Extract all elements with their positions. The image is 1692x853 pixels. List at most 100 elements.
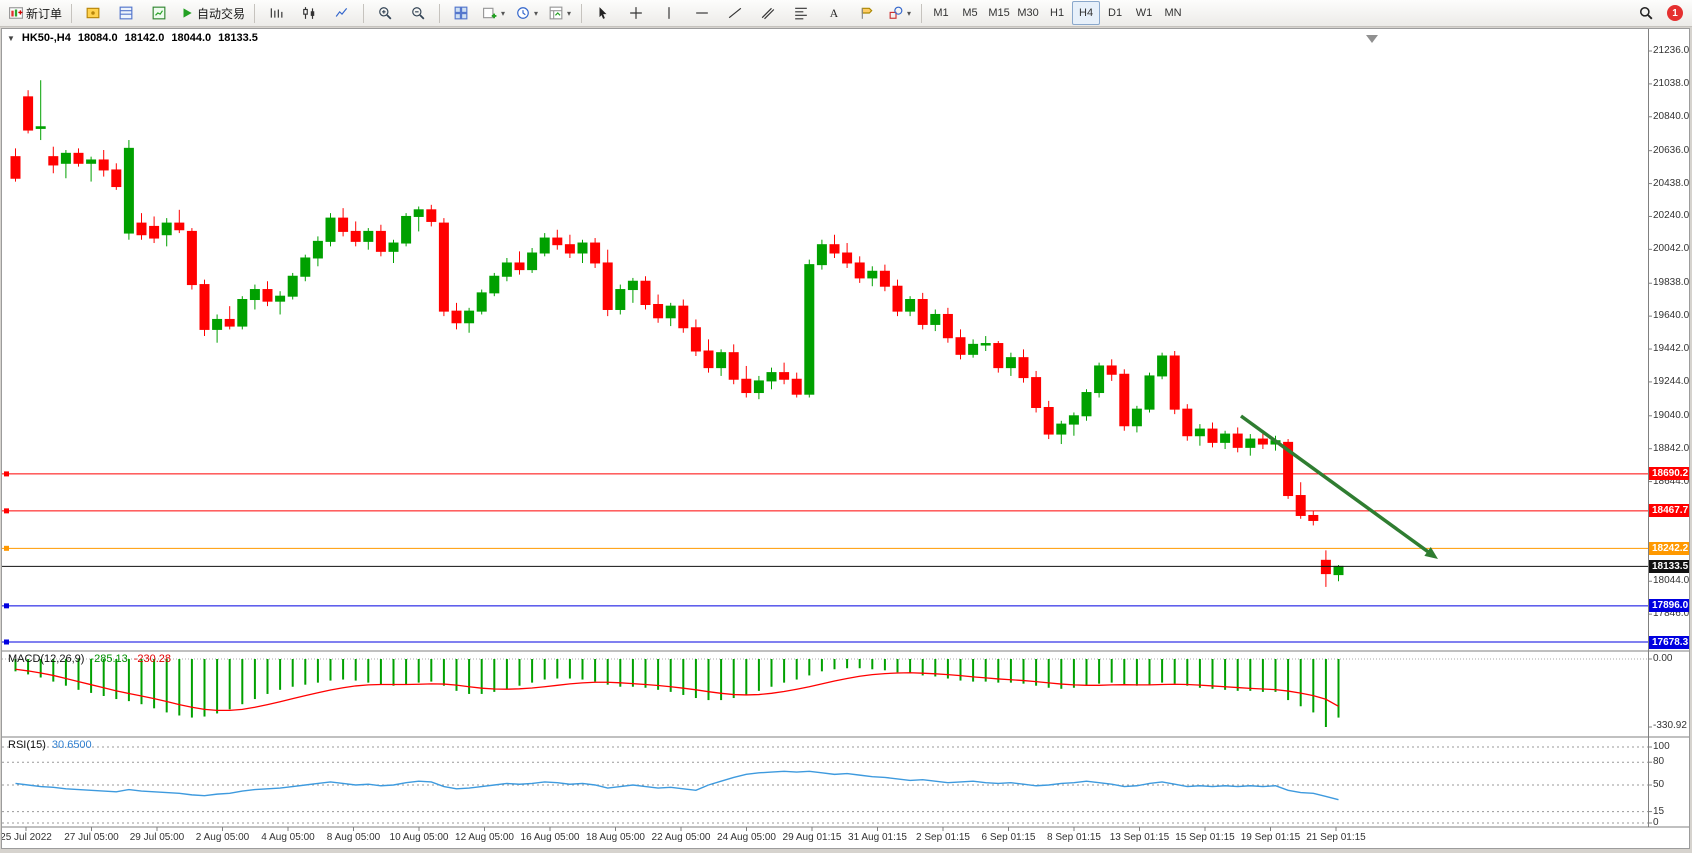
chart-symbol: HK50-,H4 bbox=[21, 32, 71, 44]
timeframe-mn[interactable]: MN bbox=[1164, 7, 1182, 19]
price-tick-label: 18644.0 bbox=[1653, 475, 1690, 487]
timeframe-m30[interactable]: M30 bbox=[1017, 7, 1039, 19]
autotrading-button-label: 自动交易 bbox=[197, 6, 246, 21]
rsi-value: 30.6500 bbox=[51, 739, 92, 751]
price-tick-label: 19040.0 bbox=[1653, 409, 1690, 421]
cursor-button[interactable] bbox=[587, 1, 619, 25]
rsi-level-label: 100 bbox=[1653, 741, 1670, 752]
shapes-button[interactable]: ▾ bbox=[884, 1, 916, 25]
price-tick-label: 19640.0 bbox=[1653, 310, 1690, 322]
arrow-label-button[interactable] bbox=[851, 1, 883, 25]
price-tick-label: 20840.0 bbox=[1653, 110, 1690, 122]
chart-canvas[interactable] bbox=[2, 29, 1689, 848]
hline-price-flag: 18242.2 bbox=[1649, 541, 1689, 555]
expert-advisors-button[interactable] bbox=[77, 1, 109, 25]
line-chart-button[interactable] bbox=[326, 1, 358, 25]
time-axis-label: 2 Aug 05:00 bbox=[195, 832, 250, 843]
trendline-icon bbox=[728, 7, 742, 19]
macd-axis-max-label: 0.00 bbox=[1653, 653, 1673, 664]
trendline-button[interactable] bbox=[719, 1, 751, 25]
template-icon bbox=[549, 6, 563, 20]
zoom-in-button[interactable] bbox=[369, 1, 401, 25]
time-axis-label: 6 Sep 01:15 bbox=[981, 832, 1036, 843]
data-window-button[interactable] bbox=[110, 1, 142, 25]
hline-18242.2[interactable] bbox=[2, 545, 1648, 551]
indicators-button[interactable]: ▾ bbox=[478, 1, 510, 25]
text-button[interactable]: A bbox=[818, 1, 850, 25]
timeframe-h1[interactable]: H1 bbox=[1050, 7, 1065, 19]
search-icon bbox=[1639, 6, 1653, 20]
hline-18690.2[interactable] bbox=[2, 471, 1648, 477]
zoom-out-button[interactable] bbox=[402, 1, 434, 25]
horizontal-line-button[interactable] bbox=[686, 1, 718, 25]
bar-chart-icon bbox=[270, 8, 283, 18]
hline-price-flag: 18690.2 bbox=[1649, 467, 1689, 481]
cursor-icon bbox=[599, 7, 607, 19]
tile-windows-button[interactable] bbox=[445, 1, 477, 25]
autotrading-icon bbox=[183, 8, 192, 18]
expert-icon bbox=[86, 7, 100, 19]
chevron-down-icon: ▾ bbox=[907, 8, 912, 18]
rsi-level-label: 80 bbox=[1653, 756, 1665, 768]
svg-text:A: A bbox=[830, 7, 839, 20]
chart-low: 18044.0 bbox=[171, 32, 212, 44]
macd-value-signal: -230.28 bbox=[133, 653, 172, 665]
autotrading-button[interactable]: 自动交易 bbox=[176, 1, 249, 25]
timeframe-d1[interactable]: D1 bbox=[1108, 7, 1123, 19]
fibonacci-button[interactable] bbox=[785, 1, 817, 25]
tester-icon bbox=[152, 6, 166, 20]
chart-close: 18133.5 bbox=[218, 32, 258, 44]
tile-icon bbox=[454, 6, 468, 20]
timeframe-m1[interactable]: M1 bbox=[933, 7, 949, 19]
macd-name: MACD(12,26,9) bbox=[8, 653, 85, 665]
candles bbox=[10, 80, 1344, 587]
chart-title-dropdown-icon[interactable]: ▼ bbox=[7, 33, 15, 43]
hline-18467.7[interactable] bbox=[2, 508, 1648, 514]
rsi-indicator bbox=[2, 746, 1648, 824]
bar-chart-button[interactable] bbox=[260, 1, 292, 25]
time-axis-label: 4 Aug 05:00 bbox=[261, 832, 315, 843]
equidistant-channel-button[interactable] bbox=[752, 1, 784, 25]
hline-icon bbox=[696, 12, 708, 14]
new-order-button[interactable]: 新订单 bbox=[5, 1, 66, 25]
price-tick-label: 20240.0 bbox=[1653, 210, 1690, 222]
toolbar-separator bbox=[581, 3, 583, 23]
text-icon: A bbox=[830, 7, 839, 20]
time-axis-label: 22 Aug 05:00 bbox=[651, 832, 711, 843]
crosshair-button[interactable] bbox=[620, 1, 652, 25]
periods-button[interactable]: ▾ bbox=[511, 1, 543, 25]
toolbar: 新订单 自动交易 ▾ ▾ ▾ A ▾ M1 M5 M15 M30 H1 H4 D1 W1 MN 1 bbox=[0, 0, 1692, 27]
candlestick-chart-button[interactable] bbox=[293, 1, 325, 25]
vertical-line-button[interactable] bbox=[653, 1, 685, 25]
price-tick-label: 17846.0 bbox=[1653, 608, 1690, 620]
timeframe-m15[interactable]: M15 bbox=[988, 7, 1010, 19]
strategy-tester-button[interactable] bbox=[143, 1, 175, 25]
timeframe-m5[interactable]: M5 bbox=[962, 7, 978, 19]
templates-button[interactable]: ▾ bbox=[544, 1, 576, 25]
chart-window[interactable]: ▼ HK50-,H4 18084.0 18142.0 18044.0 18133… bbox=[1, 28, 1690, 849]
time-axis-label: 8 Sep 01:15 bbox=[1047, 832, 1101, 843]
toolbar-separator bbox=[254, 3, 256, 23]
price-tick-label: 20636.0 bbox=[1653, 144, 1690, 156]
hline-17678.3[interactable] bbox=[2, 639, 1648, 645]
indicators-icon bbox=[483, 7, 497, 19]
hline-17896.0[interactable] bbox=[2, 603, 1648, 609]
trend-arrow[interactable] bbox=[1239, 414, 1438, 559]
rsi-level-label: 15 bbox=[1653, 805, 1665, 817]
crosshair-icon bbox=[630, 7, 642, 19]
time-axis-label: 27 Jul 05:00 bbox=[64, 832, 119, 843]
rsi-line bbox=[15, 770, 1339, 801]
search-button[interactable] bbox=[1630, 1, 1662, 25]
line-chart-icon bbox=[335, 7, 348, 17]
shapes-icon bbox=[889, 6, 903, 19]
time-axis-label: 18 Aug 05:00 bbox=[586, 832, 645, 843]
time-axis-label: 29 Aug 01:15 bbox=[782, 832, 842, 843]
label-icon bbox=[861, 7, 873, 19]
timeframe-w1[interactable]: W1 bbox=[1135, 7, 1153, 19]
time-axis-label: 19 Sep 01:15 bbox=[1240, 832, 1301, 843]
timeframe-h4[interactable]: H4 bbox=[1072, 1, 1101, 25]
notifications-badge[interactable]: 1 bbox=[1667, 5, 1683, 21]
hline-price-flag: 18467.7 bbox=[1649, 504, 1689, 518]
new-order-icon bbox=[9, 7, 23, 19]
